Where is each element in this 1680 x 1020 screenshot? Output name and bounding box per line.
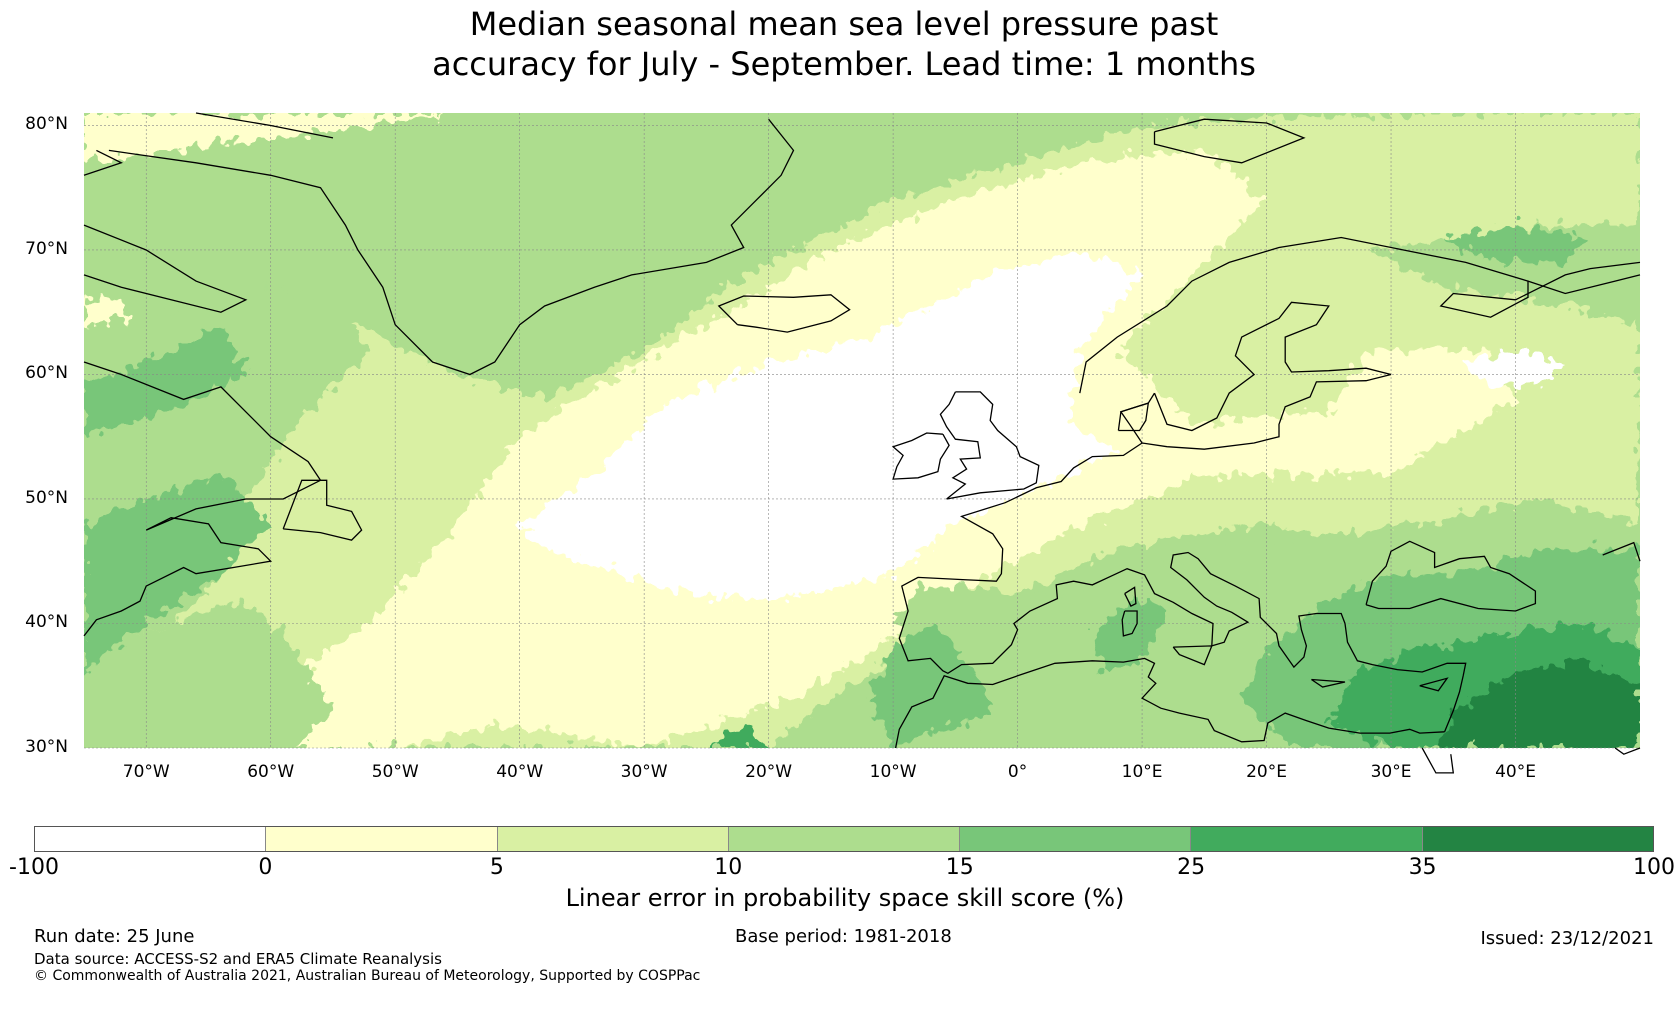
- colorbar-tick-label: 0: [258, 855, 273, 880]
- colorbar-tick-label: 5: [489, 855, 504, 880]
- ellesmere-coast: [83, 149, 123, 176]
- skill-region-19: [1440, 660, 1640, 748]
- africa-coast: [894, 657, 1445, 749]
- lon-label: 30°E: [1370, 762, 1412, 782]
- persian-gulf-coast: [1614, 747, 1641, 755]
- skill-field: [84, 113, 1640, 748]
- lon-label: 10°E: [1121, 762, 1163, 782]
- lat-label: 40°N: [25, 612, 68, 633]
- black-sea-coast: [1365, 540, 1537, 612]
- colorbar: [34, 826, 1654, 852]
- lon-label: 40°E: [1495, 762, 1536, 782]
- colorbar-tick-label: 15: [945, 855, 974, 880]
- red-sea-coast: [1421, 747, 1455, 774]
- lon-label: 0°: [1007, 762, 1028, 782]
- greenland-north: [195, 112, 334, 139]
- lat-label: 30°N: [25, 737, 68, 757]
- russia-north-coast: [1527, 274, 1641, 295]
- skill-region-13: [868, 623, 993, 748]
- colorbar-segment-0: [35, 827, 267, 851]
- sweden-finland-coast: [1153, 301, 1392, 432]
- crete-coast: [1311, 678, 1346, 688]
- lon-label: 20°W: [745, 762, 793, 782]
- title-line-2: accuracy for July - September. Lead time…: [432, 45, 1256, 83]
- iceland-coast: [717, 294, 851, 333]
- lon-label: 30°W: [620, 762, 668, 782]
- lon-label: 10°W: [869, 762, 917, 782]
- map-title: Median seasonal mean sea level pressure …: [0, 4, 1680, 84]
- colorbar-tick-label: 25: [1177, 855, 1206, 880]
- great-britain-coast: [939, 391, 1040, 500]
- skill-region-18: [706, 723, 769, 748]
- skill-region-12: [84, 324, 246, 437]
- lat-label: 50°N: [25, 487, 68, 508]
- skill-region-6: [1465, 349, 1566, 387]
- base-period: Base period: 1981-2018: [735, 926, 952, 947]
- colorbar-tick-label: 10: [714, 855, 743, 880]
- colorbar-segment-4: [960, 827, 1192, 851]
- western-europe-coast: [898, 442, 1346, 675]
- colorbar-tick-label: -100: [9, 855, 59, 880]
- sicily-coast: [1172, 645, 1213, 666]
- ireland-coast: [891, 432, 950, 480]
- cyprus-coast: [1419, 677, 1449, 692]
- newfoundland-coast: [282, 479, 363, 541]
- colorbar-segment-3: [728, 827, 961, 851]
- colorbar-segment-5: [1191, 827, 1423, 851]
- lon-label: 60°W: [247, 762, 295, 782]
- skill-region-5: [519, 250, 1143, 599]
- lat-label: 70°N: [25, 238, 68, 259]
- caspian-coast: [1602, 541, 1641, 562]
- skill-region-14: [1092, 598, 1167, 674]
- coastlines: [83, 112, 1641, 774]
- data-source: Data source: ACCESS-S2 and ERA5 Climate …: [34, 950, 442, 968]
- skill-region-16: [1440, 225, 1591, 263]
- lon-label: 70°W: [122, 762, 170, 782]
- lon-label: 50°W: [371, 762, 419, 782]
- skill-region-11: [84, 474, 271, 674]
- colorbar-tick-label: 35: [1408, 855, 1437, 880]
- lon-label: 20°E: [1246, 762, 1287, 782]
- issued-date: Issued: 23/12/2021: [1480, 928, 1654, 949]
- lat-label: 60°N: [25, 363, 68, 384]
- run-date: Run date: 25 June: [34, 926, 195, 947]
- baffin-coast: [83, 224, 248, 313]
- labrador-coast: [83, 361, 322, 637]
- colorbar-segment-6: [1422, 827, 1653, 851]
- svalbard-coast: [1153, 118, 1306, 164]
- title-line-1: Median seasonal mean sea level pressure …: [469, 5, 1219, 43]
- colorbar-segment-1: [266, 827, 498, 851]
- colorbar-tick-label: 100: [1633, 855, 1675, 880]
- copyright: © Commonwealth of Australia 2021, Austra…: [34, 968, 701, 984]
- graticule: [84, 113, 1640, 749]
- colorbar-label: Linear error in probability space skill …: [565, 884, 1125, 912]
- denmark-coast: [1117, 402, 1150, 432]
- colorbar-segment-2: [497, 827, 729, 851]
- sardinia-corsica-coast: [1121, 610, 1138, 637]
- corsica-coast: [1124, 586, 1137, 607]
- lat-label: 80°N: [25, 114, 68, 135]
- norway-coast: [1079, 236, 1641, 394]
- lon-label: 40°W: [496, 762, 544, 782]
- baltic-coast: [1119, 373, 1392, 450]
- turkey-coast: [1344, 623, 1467, 733]
- greenland-coast: [108, 118, 795, 376]
